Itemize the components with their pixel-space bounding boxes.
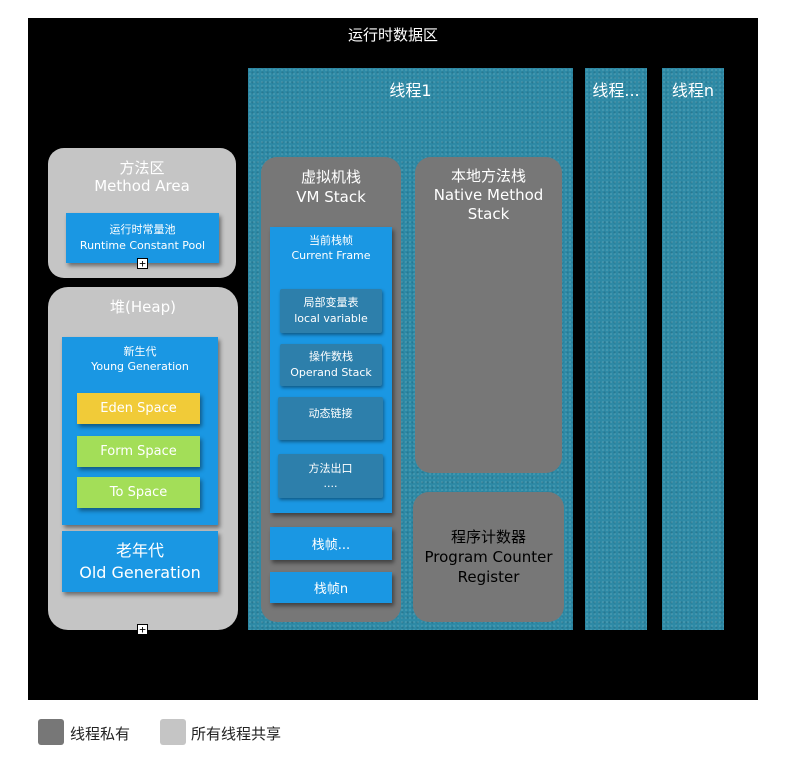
pc-register-en1: Program Counter <box>424 548 553 566</box>
old-en: Old Generation <box>79 562 201 582</box>
native-stack-en2: Stack <box>467 205 510 223</box>
constant-pool-en: Runtime Constant Pool <box>79 239 206 252</box>
stack-frame-more: 栈帧... <box>270 527 392 560</box>
thread-more-title: 线程... <box>592 81 640 100</box>
current-frame-label: 当前栈帧 Current Frame <box>270 233 392 263</box>
native-method-stack-label: 本地方法栈 Native Method Stack <box>415 167 562 224</box>
pc-register-en2: Register <box>457 568 520 586</box>
stack-frame-n: 栈帧n <box>270 572 392 603</box>
local-variable-table: 局部变量表 local variable <box>280 289 382 333</box>
vm-stack-en: VM Stack <box>296 188 366 206</box>
old-generation: 老年代 Old Generation <box>62 531 218 592</box>
method-return-address: 方法出口 .... <box>278 454 383 498</box>
native-method-stack <box>415 157 562 473</box>
thread-n-title: 线程n <box>671 81 715 100</box>
current-frame-zh: 当前栈帧 <box>309 234 353 247</box>
runtime-data-area-title: 运行时数据区 <box>347 26 438 44</box>
current-frame-en: Current Frame <box>291 249 371 262</box>
thread-more <box>585 68 647 630</box>
runtime-constant-pool: 运行时常量池 Runtime Constant Pool <box>66 213 219 263</box>
local-variable-en: local variable <box>294 312 368 325</box>
local-variable-zh: 局部变量表 <box>303 296 359 309</box>
vm-stack-label: 虚拟机栈 VM Stack <box>261 167 401 207</box>
old-zh: 老年代 <box>115 540 164 560</box>
legend-label-private: 线程私有 <box>70 725 131 743</box>
thread-1-title: 线程1 <box>389 81 432 100</box>
young-generation-label: 新生代 Young Generation <box>62 344 218 374</box>
method-area-zh: 方法区 <box>119 159 165 177</box>
operand-stack-en: Operand Stack <box>290 366 372 379</box>
method-area-en: Method Area <box>94 177 190 195</box>
heap-title: 堆(Heap) <box>110 298 176 316</box>
vm-stack-zh: 虚拟机栈 <box>300 168 361 186</box>
pc-register-zh: 程序计数器 <box>450 528 526 546</box>
legend-swatch-shared <box>160 719 186 745</box>
to-space: To Space <box>77 477 200 508</box>
thread-n <box>662 68 724 630</box>
dynamic-linking: 动态链接 <box>278 397 383 440</box>
legend-label-shared: 所有线程共享 <box>191 725 282 743</box>
from-space: Form Space <box>77 436 200 467</box>
young-en: Young Generation <box>91 360 189 373</box>
program-counter-register: 程序计数器 Program Counter Register <box>413 492 564 622</box>
expand-icon[interactable]: + <box>137 258 148 269</box>
legend-swatch-private <box>38 719 64 745</box>
operand-stack-zh: 操作数栈 <box>309 350 353 363</box>
native-stack-zh: 本地方法栈 <box>450 167 526 185</box>
operand-stack: 操作数栈 Operand Stack <box>280 344 382 386</box>
expand-icon[interactable]: + <box>137 624 148 635</box>
eden-space: Eden Space <box>77 393 200 424</box>
return-address-zh: 方法出口 <box>308 462 353 475</box>
native-stack-en1: Native Method <box>433 186 544 204</box>
return-address-en: .... <box>323 477 338 490</box>
constant-pool-zh: 运行时常量池 <box>109 223 176 236</box>
young-zh: 新生代 <box>123 345 157 358</box>
